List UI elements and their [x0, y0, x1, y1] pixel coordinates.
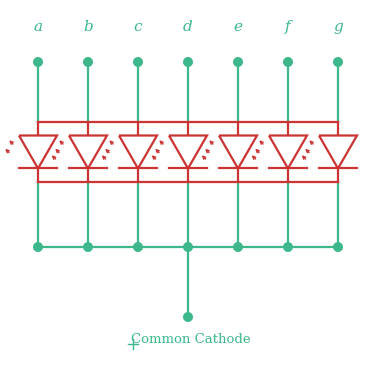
Circle shape — [283, 57, 293, 67]
Text: b: b — [83, 20, 93, 34]
Circle shape — [183, 57, 193, 67]
Text: c: c — [134, 20, 142, 34]
Circle shape — [33, 57, 43, 67]
Circle shape — [83, 57, 93, 67]
Circle shape — [183, 312, 193, 322]
Circle shape — [183, 242, 193, 252]
Text: a: a — [34, 20, 43, 34]
Circle shape — [83, 242, 93, 252]
Circle shape — [233, 57, 243, 67]
Circle shape — [283, 242, 293, 252]
Text: Common Cathode: Common Cathode — [131, 333, 250, 346]
Circle shape — [133, 242, 143, 252]
Circle shape — [333, 242, 343, 252]
Text: g: g — [333, 20, 343, 34]
Text: e: e — [233, 20, 242, 34]
Circle shape — [133, 57, 143, 67]
Circle shape — [333, 57, 343, 67]
Text: f: f — [285, 20, 291, 34]
Circle shape — [233, 242, 243, 252]
Text: d: d — [183, 20, 193, 34]
Circle shape — [33, 242, 43, 252]
